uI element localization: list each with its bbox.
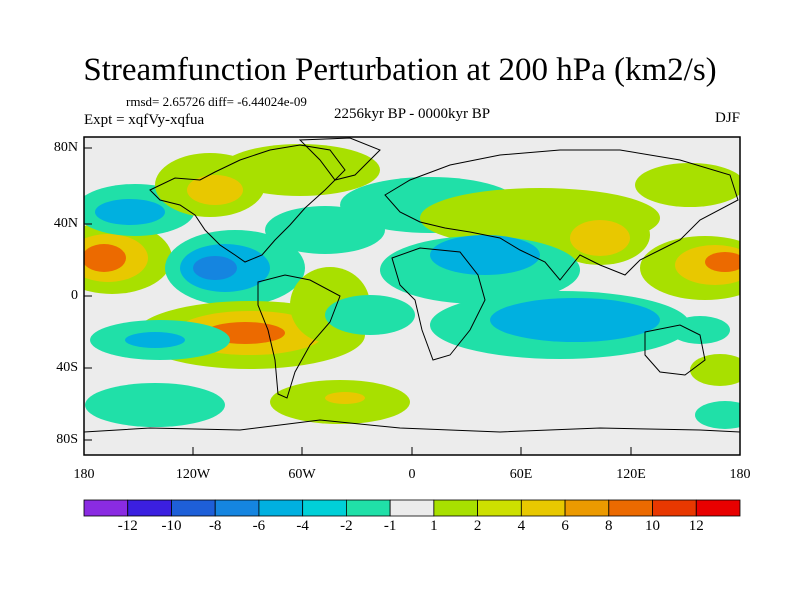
- lat-tick-label: 80N: [53, 140, 78, 155]
- region-neg: [325, 295, 415, 335]
- colorbar-label: -4: [296, 518, 309, 534]
- lon-tick-label: 0: [408, 467, 416, 482]
- colorbar-label: -6: [252, 518, 266, 534]
- colorbar-label: -12: [117, 518, 138, 534]
- region-pos: [635, 163, 740, 207]
- colorbar-label: 12: [688, 518, 704, 534]
- region-neg: [490, 298, 660, 342]
- colorbar-swatch: [608, 499, 653, 517]
- region-pos: [187, 175, 243, 205]
- region-pos: [220, 144, 380, 196]
- colorbar-swatch: [302, 499, 347, 517]
- lon-tick-label: 60E: [509, 467, 533, 482]
- colorbar-swatch: [258, 499, 304, 517]
- colorbar-label: -8: [208, 518, 222, 534]
- coastlines: [84, 137, 740, 433]
- lat-tick-label: 80S: [56, 432, 78, 447]
- colorbar-label: 1: [430, 518, 438, 534]
- region-pos: [705, 252, 740, 272]
- region-neg: [193, 256, 237, 280]
- region-neg: [85, 383, 225, 427]
- season-label: DJF: [714, 110, 740, 126]
- lat-tick-label: 40S: [56, 360, 78, 375]
- colorbar-label: 6: [561, 518, 569, 534]
- colorbar-swatch: [564, 499, 610, 517]
- colorbar-swatch: [695, 499, 741, 517]
- colorbar-swatch: [652, 499, 697, 517]
- region-neg: [670, 316, 730, 344]
- lat-tick-label: 0: [71, 288, 78, 303]
- lon-tick-label: 60W: [288, 467, 316, 482]
- contour-field: [84, 137, 740, 455]
- period-label: 2256kyr BP - 0000kyr BP: [333, 106, 491, 122]
- region-pos: [690, 354, 740, 386]
- colorbar-swatch: [389, 499, 435, 517]
- region-pos: [84, 244, 126, 272]
- region-neg: [95, 199, 165, 225]
- lon-tick-label: 120W: [175, 467, 211, 482]
- map-title: Streamfunction Perturbation at 200 hPa (…: [83, 52, 717, 88]
- colorbar-label: 4: [517, 518, 526, 534]
- colorbar-swatch: [83, 499, 129, 517]
- colorbar-swatch: [127, 499, 172, 517]
- lon-tick-label: 180: [73, 467, 95, 482]
- colorbar-swatch: [433, 499, 479, 517]
- colorbar-label: -2: [340, 518, 353, 534]
- statistics-label: rmsd= 2.65726 diff= -6.44024e-09: [126, 94, 307, 109]
- lat-tick-label: 40N: [53, 216, 78, 231]
- colorbar-swatch: [171, 499, 216, 517]
- colorbar-swatch: [345, 499, 391, 517]
- colorbar-swatch: [477, 499, 522, 517]
- region-neg: [125, 332, 185, 348]
- colorbar: [83, 499, 741, 517]
- lon-tick-label: 180: [729, 467, 751, 482]
- lon-tick-label: 120E: [616, 467, 646, 482]
- region-pos: [570, 220, 630, 256]
- region-pos: [325, 392, 365, 404]
- colorbar-label: 8: [605, 518, 613, 534]
- colorbar-label: 2: [473, 518, 482, 534]
- colorbar-label: -10: [161, 518, 182, 534]
- region-neg: [695, 401, 740, 429]
- colorbar-label: 10: [645, 518, 661, 534]
- region-neg: [430, 235, 540, 275]
- experiment-label: Expt = xqfVy-xqfua: [84, 112, 205, 128]
- colorbar-label: -1: [383, 518, 397, 534]
- axis-ticks: [83, 147, 741, 455]
- colorbar-swatch: [214, 499, 260, 517]
- colorbar-swatch: [520, 499, 566, 517]
